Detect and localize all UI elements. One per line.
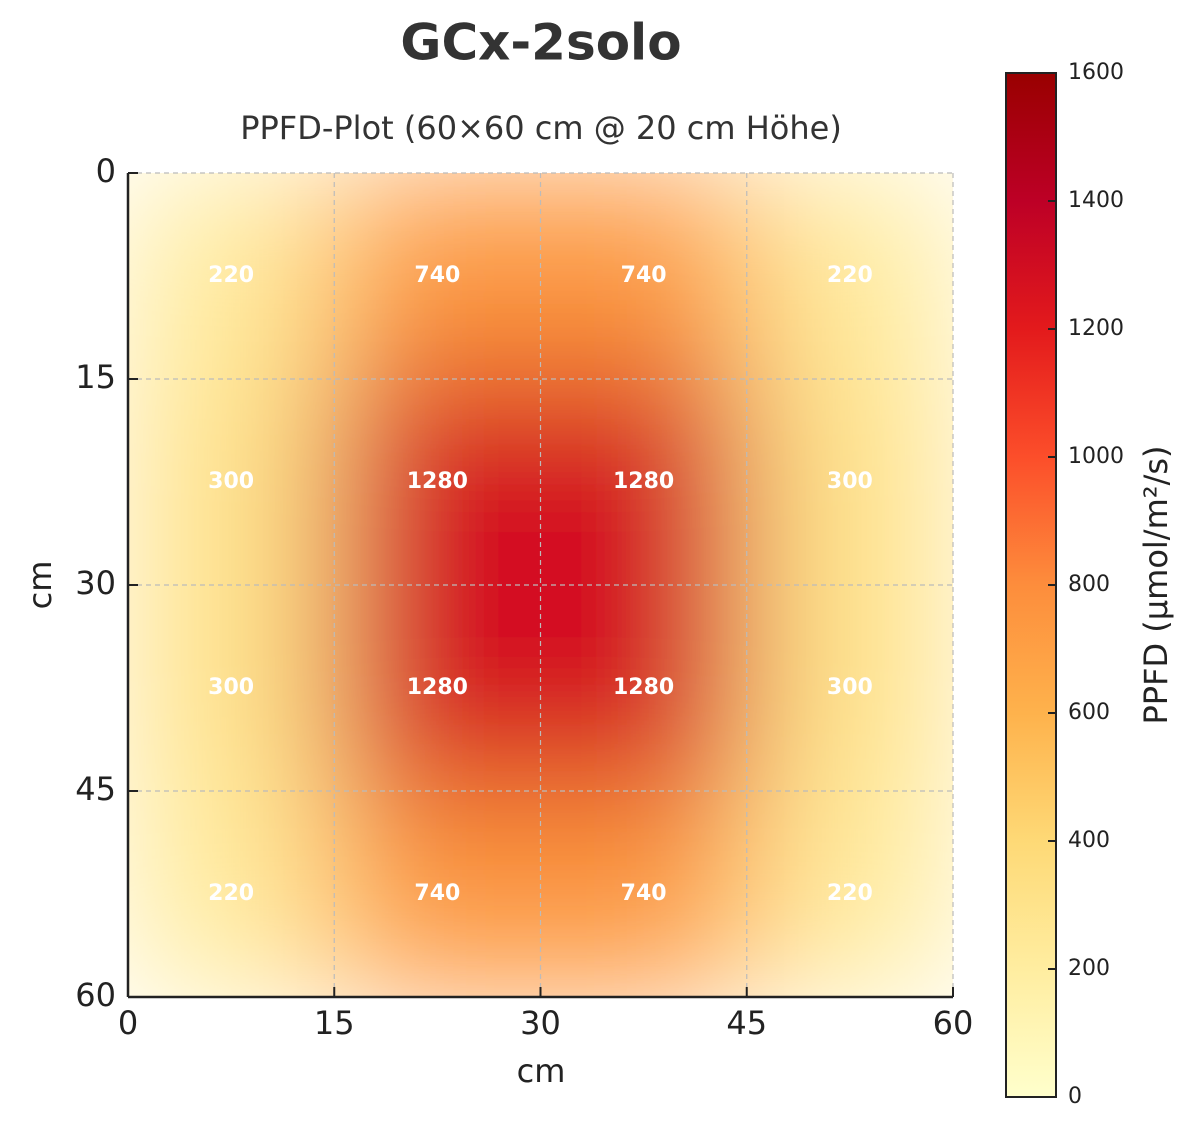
heatmap-cell [746,378,953,586]
heatmap-cell [128,378,335,586]
cell-value-label: 1280 [407,469,468,494]
colorbar-tick-label: 800 [1068,572,1110,597]
heatmap-cell [333,378,541,586]
colorbar-tick-label: 1600 [1068,60,1124,85]
colorbar-tick-label: 1200 [1068,316,1124,341]
colorbar-tick-label: 0 [1068,1084,1082,1109]
heatmap-cell [333,790,541,997]
colorbar-tick-label: 600 [1068,700,1110,725]
heatmap-cell [128,790,335,997]
cell-value-label: 740 [621,263,667,288]
cell-value-label: 300 [827,675,873,700]
heatmap-cell [128,584,335,792]
cell-value-label: 300 [208,675,254,700]
cell-value-label: 1280 [407,675,468,700]
x-axis-label: cm [517,1052,566,1090]
cell-value-label: 220 [827,263,873,288]
cell-value-label: 300 [827,469,873,494]
x-tick-label: 0 [118,1004,138,1042]
heatmap-cell [540,378,748,586]
cell-value-label: 740 [621,881,667,906]
heatmap-cell [333,173,541,380]
chart-title: GCx-2solo [400,14,681,72]
y-tick-label: 15 [75,358,116,396]
cell-value-label: 1280 [613,469,674,494]
cell-value-label: 220 [208,881,254,906]
y-tick-label: 30 [75,564,116,602]
y-tick-label: 60 [75,976,116,1014]
chart-subtitle: PPFD-Plot (60×60 cm @ 20 cm Höhe) [240,109,842,147]
cell-value-label: 300 [208,469,254,494]
cell-value-label: 220 [827,881,873,906]
colorbar-tick-label: 1000 [1068,444,1124,469]
y-tick-label: 45 [75,770,116,808]
heatmap-cell [746,584,953,792]
colorbar-tick-label: 1400 [1068,188,1124,213]
x-tick-label: 60 [933,1004,974,1042]
cell-value-label: 1280 [613,675,674,700]
heatmap-cell [540,790,748,997]
y-axis-label: cm [21,561,59,610]
y-tick-label: 0 [96,152,116,190]
cell-value-label: 740 [414,881,460,906]
heatmap-cell [746,173,953,380]
heatmap-cell [746,790,953,997]
heatmap-cell [540,173,748,380]
heatmap-cell [540,584,748,792]
colorbar-tick-label: 400 [1068,828,1110,853]
colorbar-tick-label: 200 [1068,956,1110,981]
x-tick-label: 45 [726,1004,767,1042]
colorbar-label: PPFD (µmol/m²/s) [1137,445,1175,724]
heatmap-cell [333,584,541,792]
x-tick-label: 15 [314,1004,355,1042]
heatmap-cell [128,173,335,380]
cell-value-label: 220 [208,263,254,288]
x-tick-label: 30 [520,1004,561,1042]
cell-value-label: 740 [414,263,460,288]
